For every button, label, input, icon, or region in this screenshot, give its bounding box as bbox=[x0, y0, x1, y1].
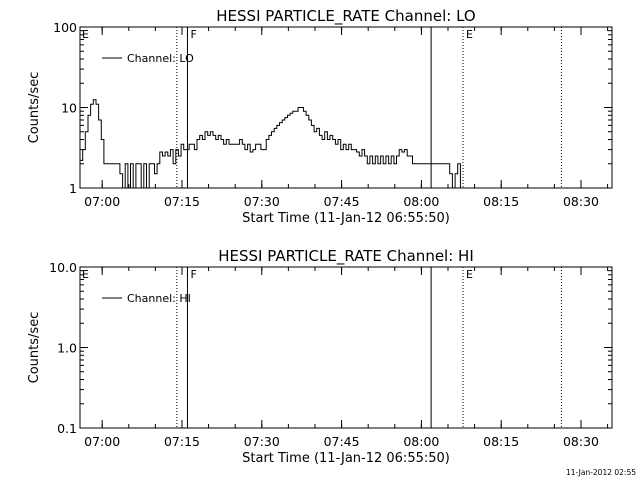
x-tick-label: 08:00 bbox=[403, 194, 439, 209]
x-tick-label: 08:30 bbox=[563, 434, 599, 449]
footer-timestamp: 11-Jan-2012 02:55 bbox=[565, 468, 636, 477]
x-axis-label: Start Time (11-Jan-12 06:55:50) bbox=[242, 211, 450, 226]
event-label: F bbox=[190, 28, 196, 41]
x-tick-label: 07:30 bbox=[244, 194, 280, 209]
legend-label: Channel: HI bbox=[127, 292, 191, 305]
y-tick-label: 10 bbox=[61, 101, 77, 116]
y-tick-label: 1 bbox=[69, 181, 77, 196]
x-tick-label: 07:15 bbox=[164, 434, 200, 449]
x-tick-label: 07:45 bbox=[324, 194, 360, 209]
x-axis-label: Start Time (11-Jan-12 06:55:50) bbox=[242, 451, 450, 466]
series-line bbox=[80, 99, 477, 189]
y-tick-label: 100 bbox=[53, 20, 77, 35]
x-tick-label: 07:45 bbox=[324, 434, 360, 449]
y-axis-label: Counts/sec bbox=[27, 72, 42, 144]
x-tick-label: 07:30 bbox=[244, 434, 280, 449]
x-tick-label: 08:00 bbox=[403, 434, 439, 449]
x-tick-label: 07:15 bbox=[164, 194, 200, 209]
x-tick-label: 07:00 bbox=[84, 434, 120, 449]
y-tick-label: 1.0 bbox=[57, 341, 77, 356]
y-axis-label: Counts/sec bbox=[27, 312, 42, 384]
chart-panel-1: HESSI PARTICLE_RATE Channel: LO 1 10 100 Cou… bbox=[27, 7, 613, 226]
y-tick-label: 10.0 bbox=[49, 260, 77, 275]
x-tick-label: 08:15 bbox=[483, 194, 519, 209]
legend-label: Channel: LO bbox=[127, 52, 194, 65]
chart-panel-2: HESSI PARTICLE_RATE Channel: HI 0.1 1.0 10.… bbox=[27, 247, 613, 466]
chart-title: HESSI PARTICLE_RATE Channel: HI bbox=[218, 247, 474, 266]
x-tick-label: 07:00 bbox=[84, 194, 120, 209]
x-tick-label: 08:15 bbox=[483, 434, 519, 449]
corner-label: E bbox=[82, 28, 89, 41]
corner-label: E bbox=[82, 268, 89, 281]
x-tick-label: 08:30 bbox=[563, 194, 599, 209]
y-tick-label: 0.1 bbox=[57, 421, 77, 436]
event-label: E bbox=[466, 268, 473, 281]
event-label: F bbox=[190, 268, 196, 281]
event-label: E bbox=[466, 28, 473, 41]
chart-title: HESSI PARTICLE_RATE Channel: LO bbox=[216, 7, 475, 26]
